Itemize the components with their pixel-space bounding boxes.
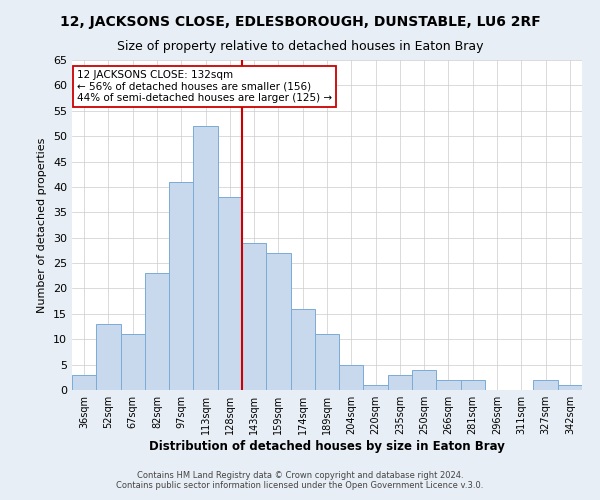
Bar (533, 380, 558, 390)
Text: 12 JACKSONS CLOSE: 132sqm
← 56% of detached houses are smaller (156)
44% of semi: 12 JACKSONS CLOSE: 132sqm ← 56% of detac… (77, 70, 332, 103)
Bar (72, 375, 96, 390)
Bar (193, 126, 218, 390)
Bar (242, 243, 266, 390)
Bar (339, 364, 364, 390)
Bar (436, 380, 461, 390)
Bar (364, 385, 388, 390)
Text: 12, JACKSONS CLOSE, EDLESBOROUGH, DUNSTABLE, LU6 2RF: 12, JACKSONS CLOSE, EDLESBOROUGH, DUNSTA… (59, 15, 541, 29)
Bar (388, 375, 412, 390)
Bar (121, 334, 145, 390)
X-axis label: Distribution of detached houses by size in Eaton Bray: Distribution of detached houses by size … (149, 440, 505, 453)
Bar (290, 309, 315, 390)
Text: Size of property relative to detached houses in Eaton Bray: Size of property relative to detached ho… (117, 40, 483, 53)
Bar (96, 324, 121, 390)
Bar (315, 334, 339, 390)
Bar (412, 370, 436, 390)
Bar (169, 182, 193, 390)
Bar (558, 385, 582, 390)
Bar (218, 197, 242, 390)
Bar (266, 253, 290, 390)
Y-axis label: Number of detached properties: Number of detached properties (37, 138, 47, 312)
Text: Contains HM Land Registry data © Crown copyright and database right 2024.
Contai: Contains HM Land Registry data © Crown c… (116, 470, 484, 490)
Bar (145, 273, 169, 390)
Bar (461, 380, 485, 390)
